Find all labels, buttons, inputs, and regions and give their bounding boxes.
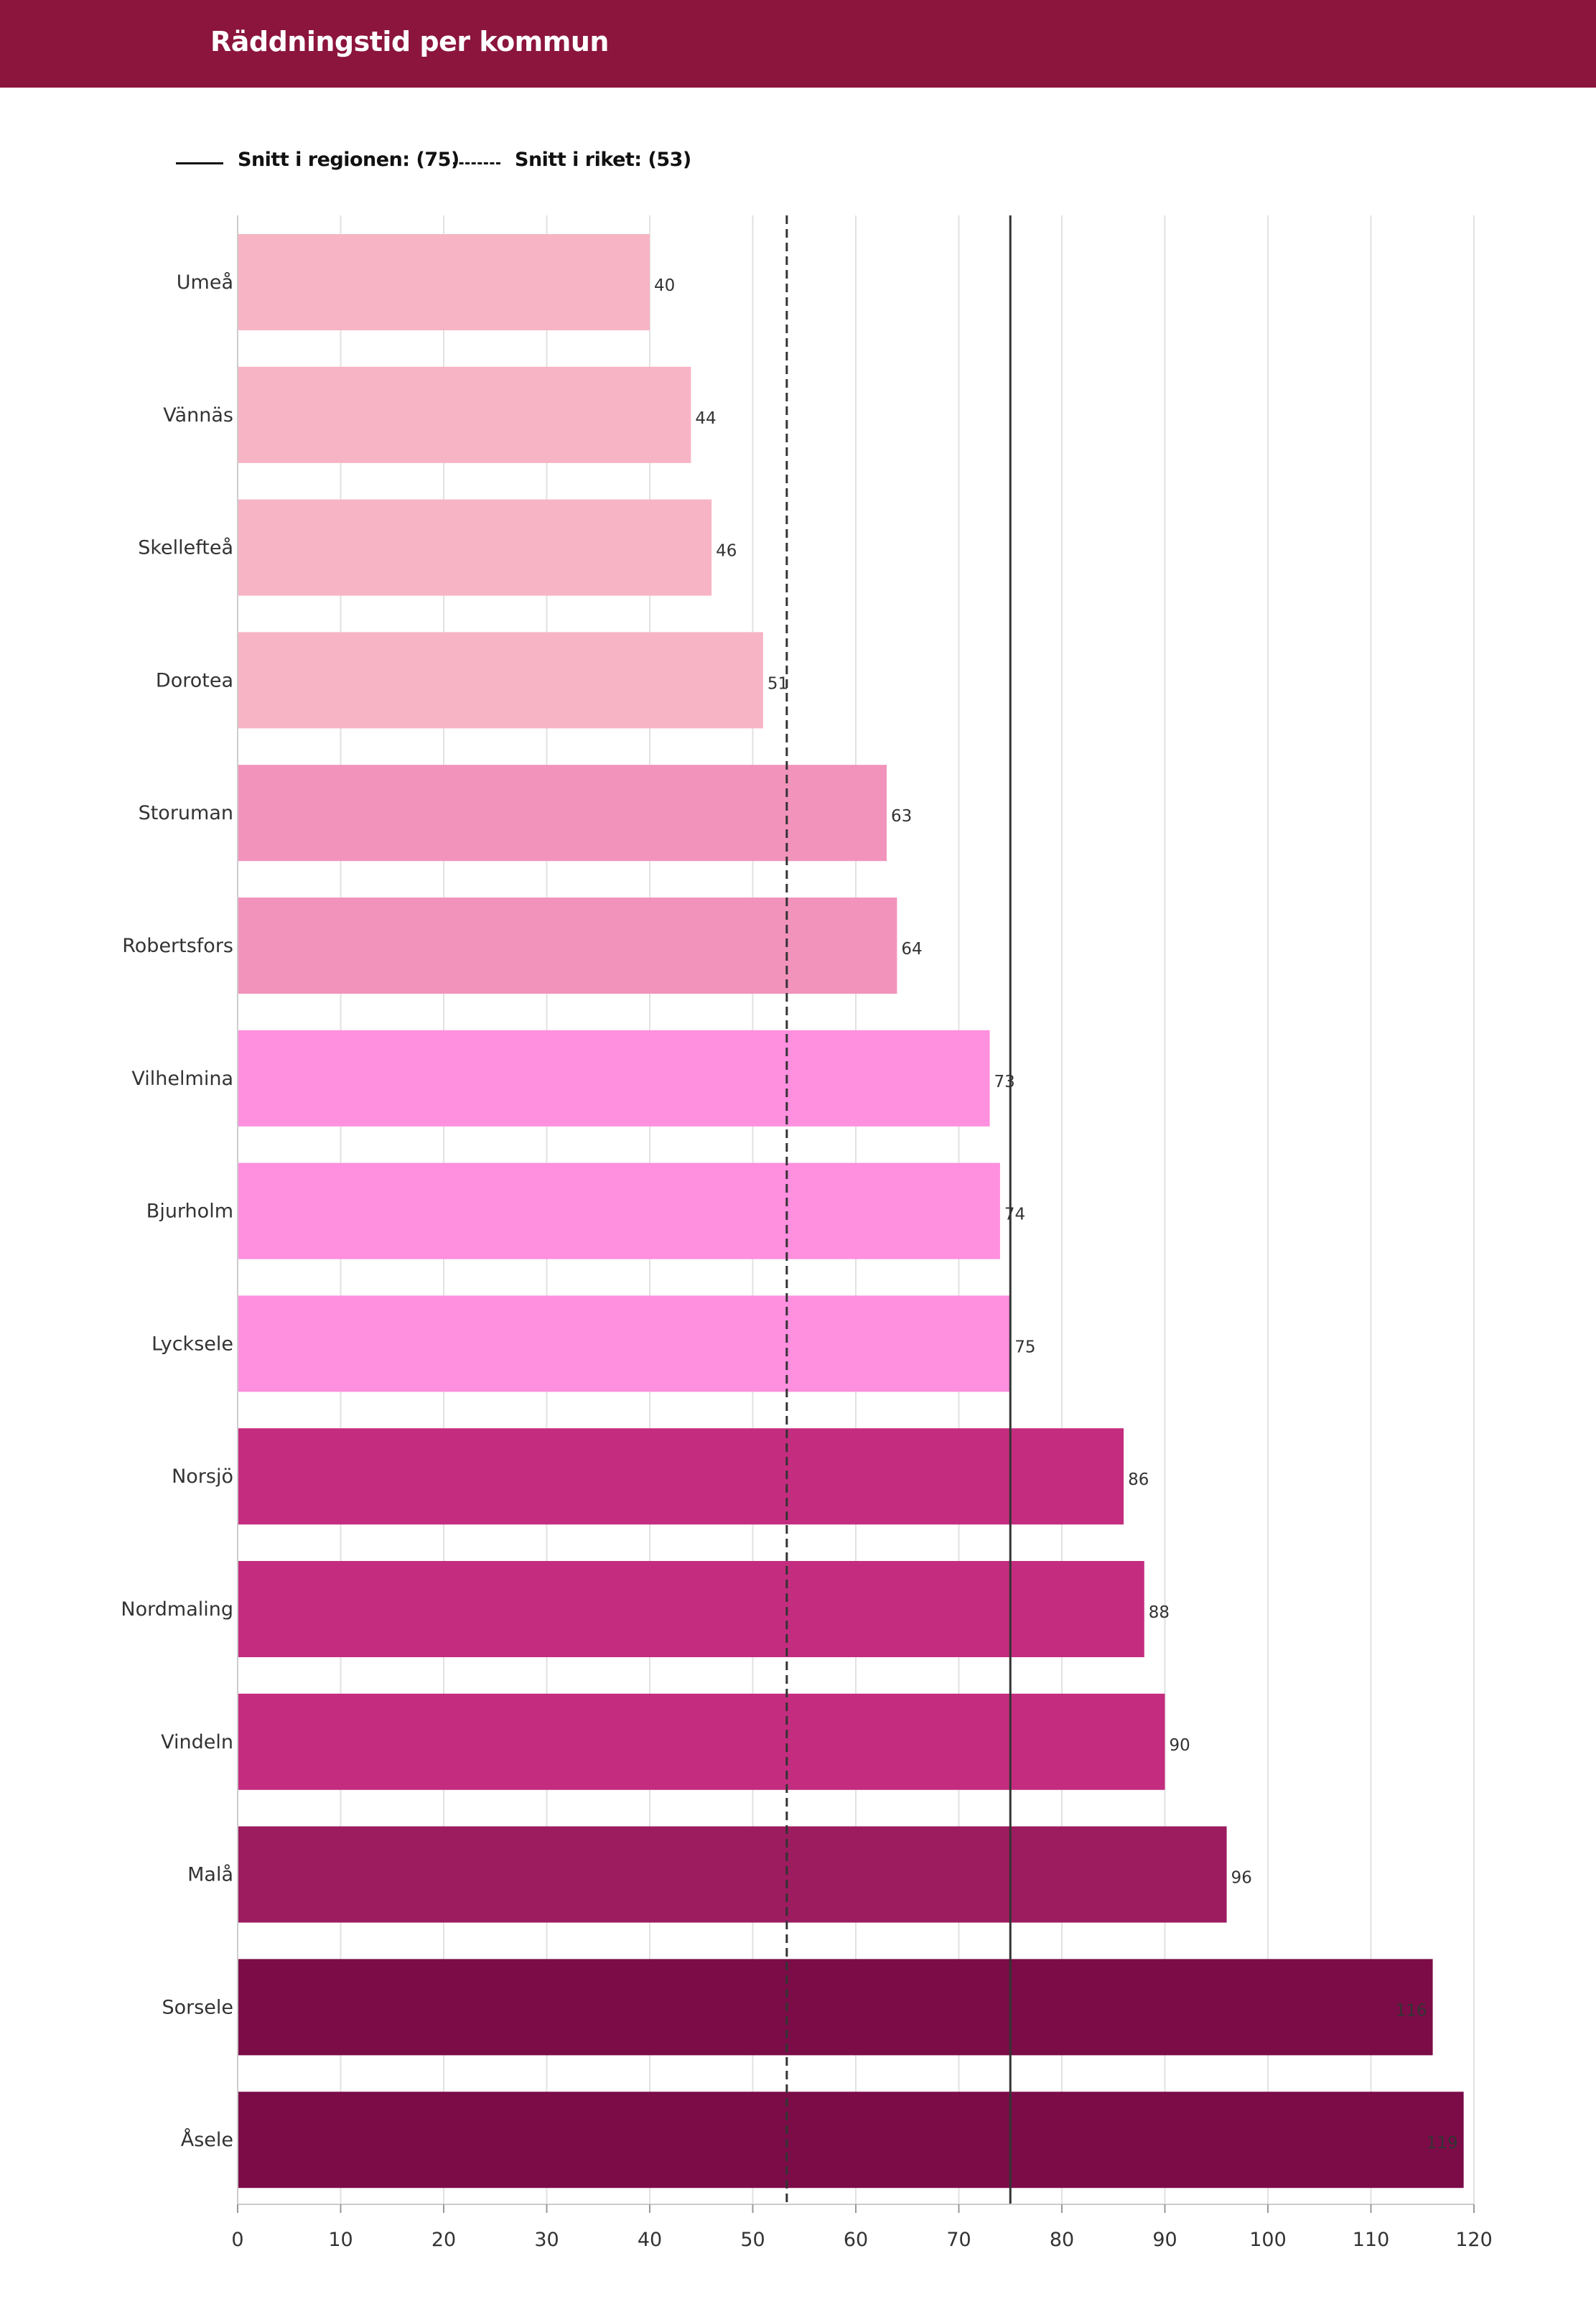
x-tick-label: 60 xyxy=(844,2229,868,2251)
category-label: Åsele xyxy=(181,2128,233,2151)
data-label: 119 xyxy=(1427,2134,1458,2153)
bar xyxy=(238,2092,1464,2189)
legend-national-label: Snitt i riket: (53) xyxy=(515,149,691,171)
data-label: 86 xyxy=(1128,1471,1149,1489)
category-label: Lycksele xyxy=(151,1333,233,1355)
category-label: Norsjö xyxy=(172,1465,233,1488)
data-label: 40 xyxy=(654,276,675,295)
x-axis: 0 10 20 30 40 50 60 70 80 90 100 110 120 xyxy=(231,215,1493,2251)
page-title: Räddningstid per kommun xyxy=(210,26,609,57)
bar xyxy=(238,1295,1011,1392)
bar xyxy=(238,898,897,994)
category-label: Vilhelmina xyxy=(131,1068,233,1090)
data-label: 44 xyxy=(695,409,716,428)
data-label: 90 xyxy=(1170,1736,1190,1755)
category-label: Vännäs xyxy=(163,404,233,427)
bar xyxy=(238,1826,1227,1923)
bar xyxy=(238,1428,1124,1525)
legend-region-label: Snitt i regionen: (75) xyxy=(238,149,459,171)
bars xyxy=(238,234,1464,2189)
category-label: Malå xyxy=(187,1864,233,1886)
bar xyxy=(238,632,763,729)
category-label: Vindeln xyxy=(161,1731,233,1753)
bar xyxy=(238,1959,1433,2056)
data-label: 64 xyxy=(901,940,922,959)
reference-lines xyxy=(785,215,1012,2204)
x-tick-label: 120 xyxy=(1455,2229,1493,2251)
bar xyxy=(238,1162,1000,1259)
legend-solid-line-icon xyxy=(176,162,223,164)
data-label: 88 xyxy=(1149,1603,1170,1622)
bar xyxy=(238,499,712,596)
x-tick-label: 70 xyxy=(946,2229,971,2251)
data-label: 74 xyxy=(1004,1206,1025,1224)
category-label: Skellefteå xyxy=(138,537,233,559)
data-label: 63 xyxy=(891,807,912,826)
data-label: 51 xyxy=(767,674,788,693)
category-label: Dorotea xyxy=(156,669,233,691)
x-tick-label: 110 xyxy=(1353,2229,1390,2251)
bar xyxy=(238,1030,990,1127)
x-tick-label: 50 xyxy=(740,2229,765,2251)
category-label: Nordmaling xyxy=(121,1598,233,1621)
category-label: Umeå xyxy=(177,271,233,294)
category-label: Storuman xyxy=(139,802,233,824)
x-tick-label: 10 xyxy=(328,2229,353,2251)
data-label: 96 xyxy=(1231,1869,1252,1888)
bar xyxy=(238,1693,1165,1790)
data-label: 116 xyxy=(1396,2001,1427,2020)
category-label: Bjurholm xyxy=(146,1201,233,1223)
category-label: Sorsele xyxy=(162,1996,233,2018)
x-tick-label: 0 xyxy=(231,2229,243,2251)
category-label: Robertsfors xyxy=(122,935,233,957)
legend-dashed-line-icon xyxy=(453,162,500,164)
bar xyxy=(238,234,650,330)
bar xyxy=(238,765,887,862)
header-bar: Räddningstid per kommun xyxy=(0,0,1596,88)
x-tick-label: 100 xyxy=(1249,2229,1287,2251)
x-tick-label: 40 xyxy=(638,2229,662,2251)
data-label: 75 xyxy=(1014,1338,1035,1356)
bar xyxy=(238,366,691,463)
x-tick-label: 20 xyxy=(431,2229,456,2251)
x-tick-label: 80 xyxy=(1050,2229,1074,2251)
data-label: 73 xyxy=(994,1073,1015,1091)
bar xyxy=(238,1561,1144,1657)
data-label: 46 xyxy=(716,542,737,561)
x-tick-label: 90 xyxy=(1152,2229,1177,2251)
x-tick-label: 30 xyxy=(534,2229,559,2251)
labels: Umeå 40 Vännäs 44 Skellefteå 46 Dorotea 51 Storu… xyxy=(121,271,1457,2153)
